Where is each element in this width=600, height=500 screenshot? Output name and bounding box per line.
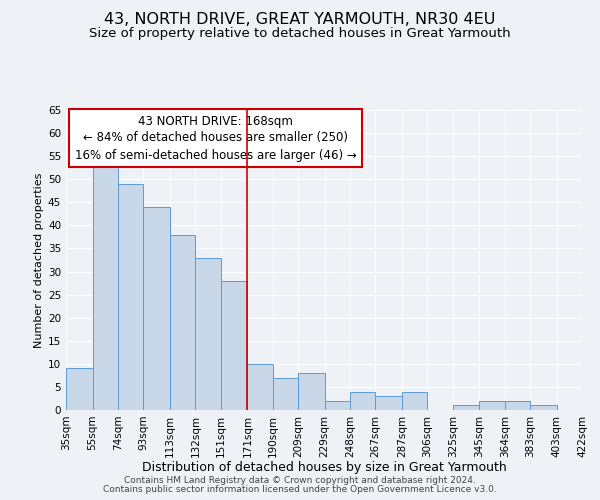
- Text: 43, NORTH DRIVE, GREAT YARMOUTH, NR30 4EU: 43, NORTH DRIVE, GREAT YARMOUTH, NR30 4E…: [104, 12, 496, 28]
- Bar: [92, 161, 118, 410]
- Bar: [505, 401, 530, 410]
- Bar: [402, 392, 427, 410]
- Bar: [196, 258, 221, 410]
- Bar: [118, 184, 143, 410]
- Text: Size of property relative to detached houses in Great Yarmouth: Size of property relative to detached ho…: [89, 28, 511, 40]
- Bar: [530, 406, 557, 410]
- Bar: [221, 281, 247, 410]
- Bar: [298, 373, 325, 410]
- Text: Contains public sector information licensed under the Open Government Licence v3: Contains public sector information licen…: [103, 485, 497, 494]
- Bar: [143, 207, 170, 410]
- X-axis label: Distribution of detached houses by size in Great Yarmouth: Distribution of detached houses by size …: [142, 461, 506, 474]
- Bar: [170, 234, 196, 410]
- Bar: [452, 406, 479, 410]
- Y-axis label: Number of detached properties: Number of detached properties: [34, 172, 44, 348]
- Bar: [376, 396, 402, 410]
- Text: Contains HM Land Registry data © Crown copyright and database right 2024.: Contains HM Land Registry data © Crown c…: [124, 476, 476, 485]
- Bar: [350, 392, 376, 410]
- Bar: [272, 378, 298, 410]
- Text: 43 NORTH DRIVE: 168sqm
← 84% of detached houses are smaller (250)
16% of semi-de: 43 NORTH DRIVE: 168sqm ← 84% of detached…: [75, 114, 356, 162]
- Bar: [479, 401, 505, 410]
- Bar: [66, 368, 92, 410]
- Bar: [247, 364, 272, 410]
- Bar: [325, 401, 350, 410]
